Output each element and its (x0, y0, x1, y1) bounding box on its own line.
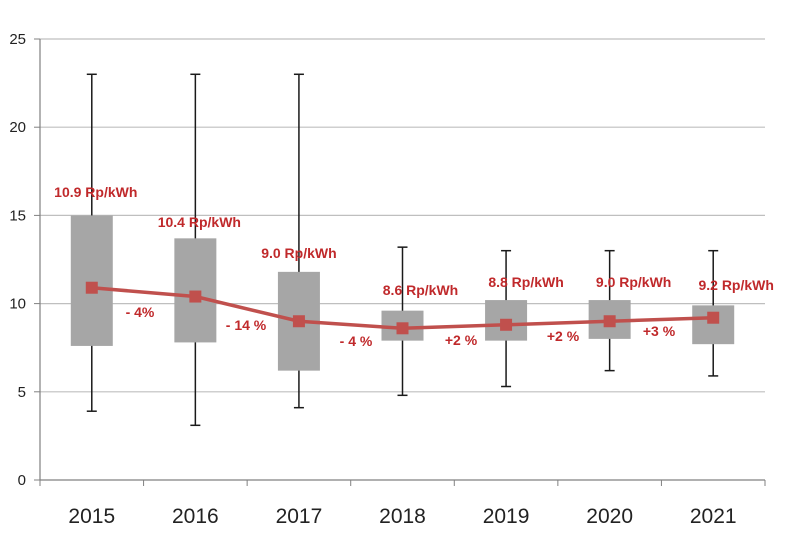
value-label: 9.0 Rp/kWh (261, 245, 336, 261)
box (692, 305, 735, 345)
change-label: - 4% (126, 304, 155, 320)
median-series (85, 281, 720, 335)
x-tick-label: 2017 (276, 505, 323, 528)
x-axis: 2015 2016 2017 2018 2019 2020 2021 (39, 479, 766, 528)
value-label: 10.4 Rp/kWh (158, 214, 241, 230)
value-label: 8.6 Rp/kWh (383, 282, 458, 298)
value-label: 9.0 Rp/kWh (596, 274, 671, 290)
y-axis: 0 5 10 15 20 25 (9, 31, 41, 489)
box (70, 215, 113, 346)
box-plots (70, 73, 735, 427)
series-marker (500, 318, 513, 331)
x-tick-label: 2018 (379, 505, 426, 528)
y-tick-label: 25 (9, 31, 26, 48)
series-marker (396, 322, 409, 335)
y-tick-label: 15 (9, 207, 26, 224)
x-tick-label: 2021 (690, 505, 737, 528)
x-tick-label: 2016 (172, 505, 219, 528)
y-tick-label: 10 (9, 296, 26, 313)
series-marker (603, 315, 616, 328)
change-label: - 4 % (340, 333, 373, 349)
y-tick-label: 0 (18, 472, 26, 489)
change-label: +3 % (643, 323, 676, 339)
value-label: 10.9 Rp/kWh (54, 184, 137, 200)
x-tick-label: 2015 (68, 505, 115, 528)
x-tick-label: 2020 (586, 505, 633, 528)
series-marker (85, 281, 98, 294)
y-tick-label: 20 (9, 119, 26, 136)
series-marker (189, 290, 202, 303)
value-label: 9.2 Rp/kWh (698, 277, 773, 293)
y-tick-label: 5 (18, 384, 26, 401)
x-tick-label: 2019 (483, 505, 530, 528)
change-label: - 14 % (226, 317, 267, 333)
change-label: +2 % (547, 328, 580, 344)
series-marker (292, 315, 305, 328)
value-label: 8.8 Rp/kWh (488, 274, 563, 290)
data-labels: 10.9 Rp/kWh 10.4 Rp/kWh 9.0 Rp/kWh 8.6 Rp/k… (54, 184, 774, 349)
change-label: +2 % (445, 332, 478, 348)
box (174, 238, 217, 343)
series-marker (707, 311, 720, 324)
grid-lines (40, 38, 765, 393)
